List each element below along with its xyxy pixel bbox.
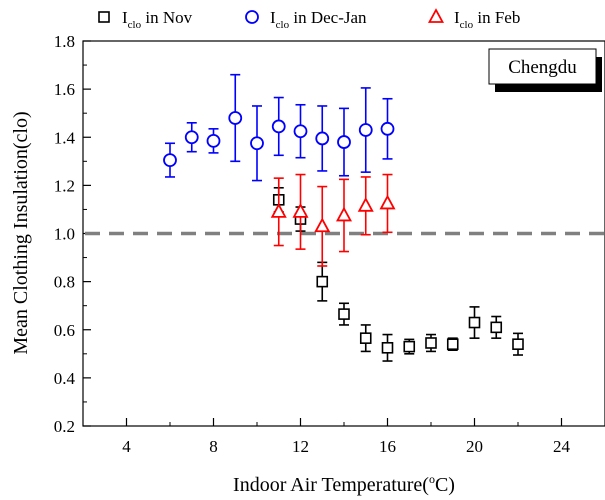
- series-circle: [163, 73, 395, 182]
- legend-sub: clo: [276, 19, 290, 31]
- legend-entry: Iclo in Dec-Jan: [270, 8, 367, 31]
- data-point: [357, 196, 374, 212]
- x-tick-label: 12: [292, 437, 309, 456]
- data-point: [293, 124, 308, 139]
- legend-tail: in Nov: [141, 8, 193, 27]
- x-tick-label: 20: [466, 437, 483, 456]
- series-layer: [163, 73, 524, 362]
- x-tick-label: 8: [209, 437, 218, 456]
- data-point: [270, 202, 287, 218]
- legend-main: I: [270, 8, 276, 27]
- legend-marker: [427, 8, 445, 23]
- y-axis-label: Mean Clothing Insulation(clo): [10, 111, 32, 354]
- data-point: [468, 316, 481, 329]
- data-point: [250, 136, 264, 151]
- data-point: [206, 133, 221, 148]
- y-tick-label: 1.4: [54, 128, 76, 147]
- legend-tail: in Feb: [473, 8, 520, 27]
- annotation-text: Chengdu: [508, 57, 577, 78]
- legend-marker: [245, 10, 259, 24]
- data-point: [228, 111, 243, 125]
- legend-sub: clo: [128, 19, 142, 31]
- data-point: [512, 338, 524, 350]
- axes: 4 8 12 16 20 24 0.2 0.4 0.6 0.8 1.0 1.2 1.4 1.6 1.8: [54, 32, 571, 456]
- legend-entry: Iclo in Feb: [454, 8, 520, 31]
- data-point: [335, 206, 353, 222]
- legend-tail: in Dec-Jan: [289, 8, 367, 27]
- y-tick-label: 0.4: [54, 369, 76, 388]
- x-tick-label: 16: [379, 437, 396, 456]
- y-tick-label: 1.6: [54, 80, 75, 99]
- y-tick-label: 1.8: [54, 32, 75, 51]
- x-axis-label: Indoor Air Temperature(oC): [233, 472, 455, 496]
- data-point: [271, 119, 286, 134]
- data-point: [316, 275, 329, 288]
- annotation-box: Chengdu: [488, 48, 602, 92]
- legend-entry: Iclo in Nov: [122, 8, 193, 31]
- legend: Iclo in Nov Iclo in Dec-Jan Iclo in Feb: [98, 8, 520, 31]
- x-tick-label: 24: [553, 437, 571, 456]
- y-tick-label: 0.6: [54, 321, 75, 340]
- y-tick-label: 1.2: [54, 176, 75, 195]
- x-tick-label: 4: [122, 437, 131, 456]
- legend-main: I: [454, 8, 460, 27]
- legend-marker: [98, 11, 110, 23]
- series-square: [272, 186, 524, 362]
- data-point: [292, 202, 309, 218]
- data-point: [490, 321, 503, 334]
- data-point: [380, 121, 395, 136]
- data-point: [379, 194, 396, 210]
- data-point: [425, 337, 437, 349]
- legend-sub: clo: [460, 19, 474, 31]
- data-point: [184, 130, 199, 145]
- data-point: [338, 308, 350, 320]
- data-point: [315, 131, 330, 146]
- data-point: [358, 123, 373, 137]
- x-axis-label-tail: C): [435, 474, 455, 496]
- y-tick-label: 0.8: [54, 273, 75, 292]
- data-point: [359, 332, 372, 344]
- legend-main: I: [122, 8, 128, 27]
- data-point: [314, 217, 331, 233]
- x-axis-label-sup: o: [429, 472, 435, 486]
- y-tick-label: 0.2: [54, 417, 75, 436]
- data-point: [381, 341, 394, 354]
- data-point: [446, 338, 459, 350]
- data-point: [403, 340, 416, 353]
- x-axis-label-main: Indoor Air Temperature(: [233, 474, 429, 496]
- data-point: [163, 153, 177, 168]
- y-tick-label: 1.0: [54, 225, 75, 244]
- series-triangle: [270, 173, 396, 267]
- data-point: [337, 135, 351, 149]
